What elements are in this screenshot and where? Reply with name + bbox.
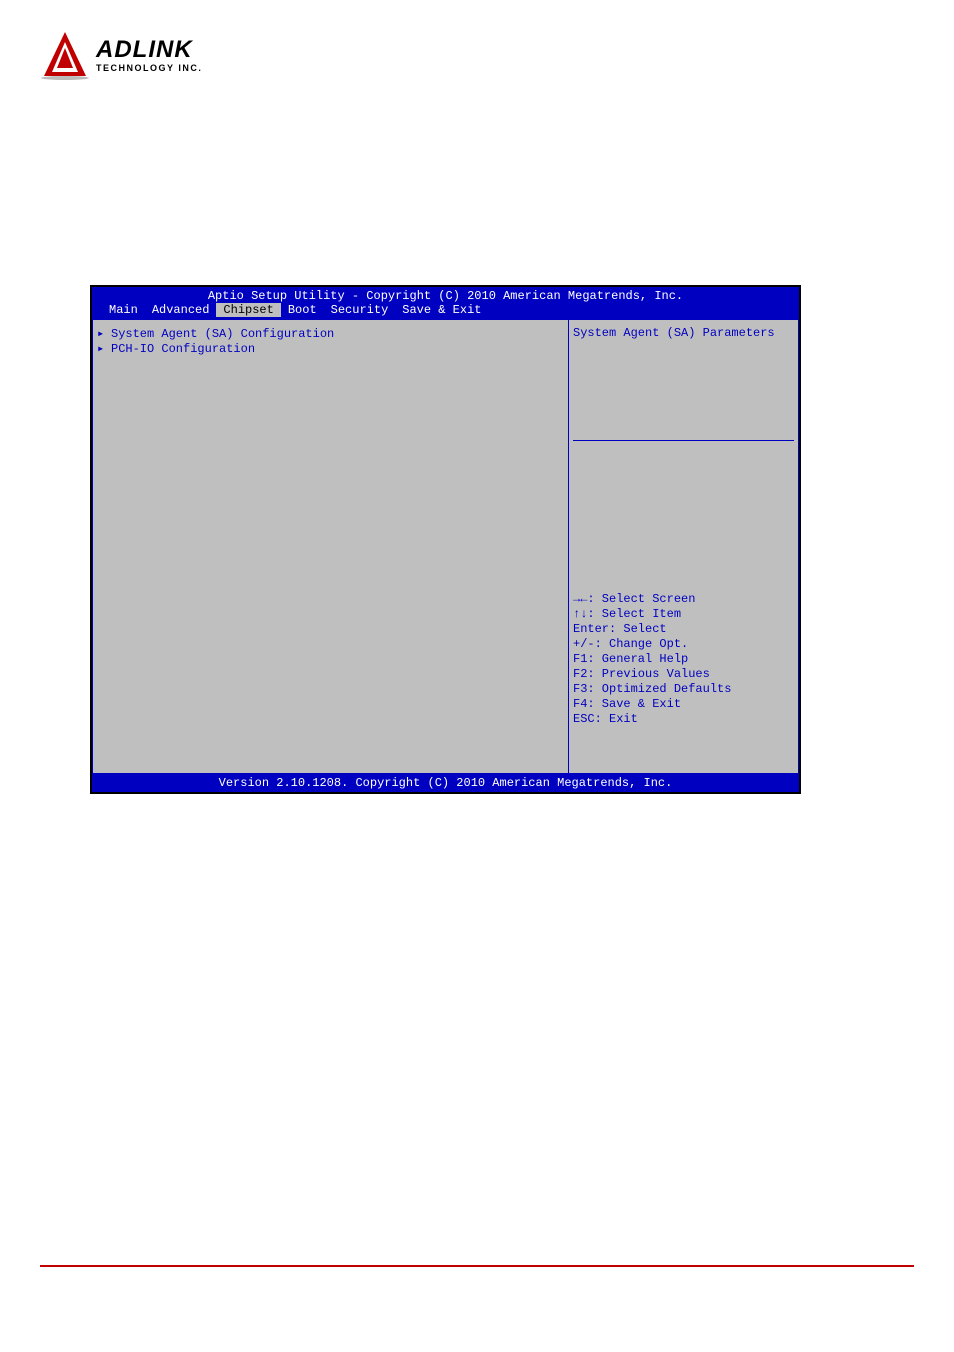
bios-footer: Version 2.10.1208. Copyright (C) 2010 Am…: [92, 774, 799, 792]
tab-save-exit[interactable]: Save & Exit: [395, 303, 488, 317]
logo-sub: TECHNOLOGY INC.: [96, 64, 202, 73]
tab-security[interactable]: Security: [324, 303, 396, 317]
help-keys: →←: Select Screen ↑↓: Select Item Enter:…: [573, 584, 794, 767]
menu-item-sa-config[interactable]: ▸ System Agent (SA) Configuration: [97, 326, 564, 341]
logo-text: ADLINK TECHNOLOGY INC.: [96, 38, 202, 73]
submenu-arrow-icon: ▸: [97, 326, 111, 341]
submenu-arrow-icon: ▸: [97, 341, 111, 356]
help-line: F2: Previous Values: [573, 667, 794, 682]
tab-chipset[interactable]: Chipset: [216, 303, 280, 317]
help-line: Enter: Select: [573, 622, 794, 637]
help-line: F1: General Help: [573, 652, 794, 667]
help-line: F3: Optimized Defaults: [573, 682, 794, 697]
menu-item-pch-io[interactable]: ▸ PCH-IO Configuration: [97, 341, 564, 356]
help-description: System Agent (SA) Parameters: [573, 326, 794, 441]
help-line: →←: Select Screen: [573, 592, 794, 607]
bios-body: ▸ System Agent (SA) Configuration ▸ PCH-…: [92, 319, 799, 774]
menu-label: System Agent (SA) Configuration: [111, 327, 334, 341]
bios-tabs: Main Advanced Chipset Boot Security Save…: [102, 303, 789, 317]
help-line: F4: Save & Exit: [573, 697, 794, 712]
tab-boot[interactable]: Boot: [281, 303, 324, 317]
tab-advanced[interactable]: Advanced: [145, 303, 217, 317]
bios-header: Aptio Setup Utility - Copyright (C) 2010…: [92, 287, 799, 319]
bios-title: Aptio Setup Utility - Copyright (C) 2010…: [102, 289, 789, 303]
menu-label: PCH-IO Configuration: [111, 342, 255, 356]
bios-window: Aptio Setup Utility - Copyright (C) 2010…: [90, 285, 801, 794]
logo-triangle-icon: [40, 30, 90, 80]
help-line: ↑↓: Select Item: [573, 607, 794, 622]
page-divider: [40, 1265, 914, 1267]
help-line: ESC: Exit: [573, 712, 794, 727]
bios-menu-panel: ▸ System Agent (SA) Configuration ▸ PCH-…: [92, 319, 569, 774]
tab-main[interactable]: Main: [102, 303, 145, 317]
bios-help-panel: System Agent (SA) Parameters →←: Select …: [569, 319, 799, 774]
help-line: +/-: Change Opt.: [573, 637, 794, 652]
logo-main: ADLINK: [96, 38, 202, 62]
adlink-logo: ADLINK TECHNOLOGY INC.: [40, 30, 202, 80]
